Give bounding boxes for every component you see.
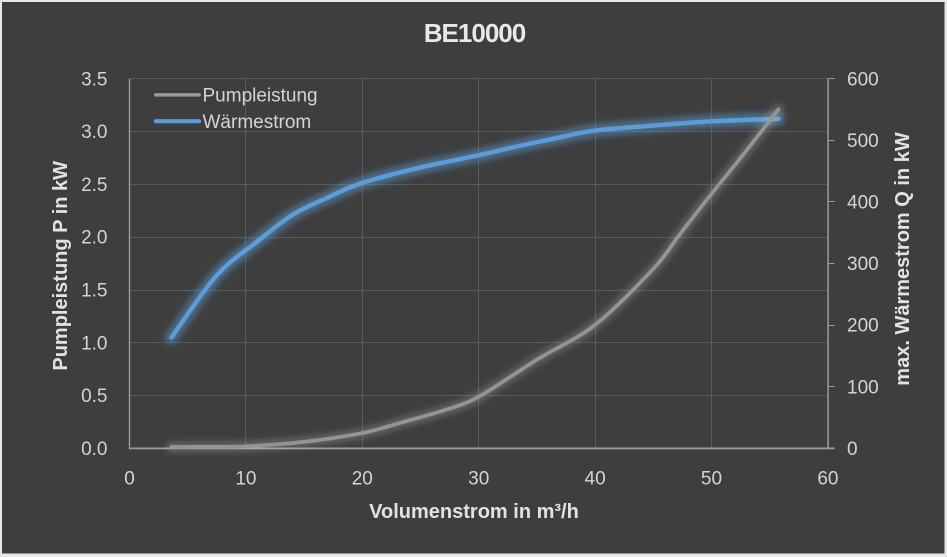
- svg-text:30: 30: [468, 468, 489, 489]
- svg-text:Pumpleistung: Pumpleistung: [203, 86, 318, 107]
- svg-text:100: 100: [847, 377, 879, 398]
- svg-text:3.0: 3.0: [81, 122, 107, 143]
- svg-text:1.5: 1.5: [81, 281, 107, 302]
- svg-text:50: 50: [701, 468, 722, 489]
- svg-text:20: 20: [352, 468, 373, 489]
- svg-text:2.0: 2.0: [81, 228, 107, 249]
- svg-text:200: 200: [847, 316, 879, 337]
- svg-text:60: 60: [817, 468, 838, 489]
- svg-text:2.5: 2.5: [81, 175, 107, 196]
- svg-text:0: 0: [847, 439, 858, 460]
- svg-text:Wärmestrom: Wärmestrom: [203, 112, 312, 133]
- svg-text:40: 40: [585, 468, 606, 489]
- svg-text:10: 10: [235, 468, 256, 489]
- svg-text:0.5: 0.5: [81, 386, 107, 407]
- svg-text:1.0: 1.0: [81, 333, 107, 354]
- svg-text:400: 400: [847, 193, 879, 214]
- svg-text:max. Wärmestrom Q in kW: max. Wärmestrom Q in kW: [892, 132, 914, 386]
- svg-text:600: 600: [847, 69, 879, 90]
- svg-text:3.5: 3.5: [81, 69, 107, 90]
- svg-text:Pumpleistung P in kW: Pumpleistung P in kW: [50, 161, 72, 371]
- svg-text:BE10000: BE10000: [424, 18, 526, 48]
- svg-text:500: 500: [847, 131, 879, 152]
- svg-text:300: 300: [847, 254, 879, 275]
- svg-text:Volumenstrom in m³/h: Volumenstrom in m³/h: [369, 501, 579, 523]
- svg-text:0: 0: [124, 468, 135, 489]
- svg-text:0.0: 0.0: [81, 439, 107, 460]
